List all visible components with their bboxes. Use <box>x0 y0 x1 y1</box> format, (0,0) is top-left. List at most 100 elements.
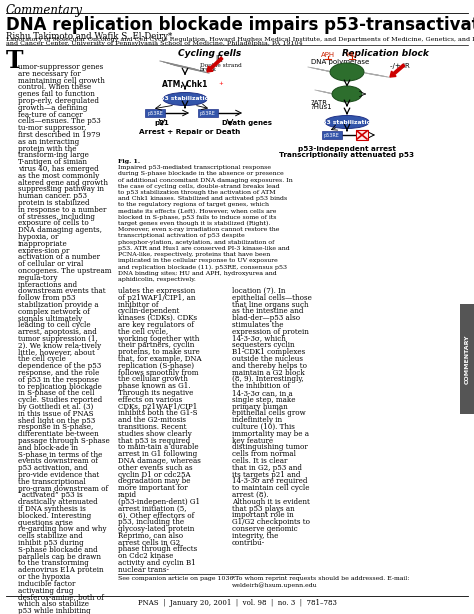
Text: 6). Other effectors of: 6). Other effectors of <box>118 511 194 519</box>
Text: ATM, Chk1: ATM, Chk1 <box>162 80 208 89</box>
Text: inhibits both the G1-S: inhibits both the G1-S <box>118 410 198 418</box>
Text: of cellular or viral: of cellular or viral <box>18 260 83 268</box>
Text: hypoxia, or: hypoxia, or <box>18 233 58 241</box>
Text: little, however, about: little, however, about <box>18 349 95 357</box>
Text: cells stabilize and: cells stabilize and <box>18 532 83 540</box>
Text: epithelial cells grow: epithelial cells grow <box>232 410 306 418</box>
Text: events downstream of: events downstream of <box>18 457 98 465</box>
Text: p53 activation, and: p53 activation, and <box>18 464 88 472</box>
Text: expression of protein: expression of protein <box>232 328 309 336</box>
Text: cyclin-dependent: cyclin-dependent <box>118 308 181 316</box>
FancyArrow shape <box>207 57 223 72</box>
Text: primary human: primary human <box>232 403 288 411</box>
Text: of additional concomitant DNA damaging exposures. In: of additional concomitant DNA damaging e… <box>118 177 293 182</box>
FancyBboxPatch shape <box>322 131 342 139</box>
Text: DNA binding sites; HU and APH, hydroxyurea and: DNA binding sites; HU and APH, hydroxyur… <box>118 271 277 276</box>
Text: ?ATR: ?ATR <box>310 100 327 106</box>
Text: important role in: important role in <box>232 511 294 519</box>
Text: control. When these: control. When these <box>18 84 91 91</box>
Text: response, and the role: response, and the role <box>18 369 100 377</box>
Text: to the transforming: to the transforming <box>18 559 89 567</box>
Text: “activated” p53 is: “activated” p53 is <box>18 491 83 499</box>
Text: dependence of the p53: dependence of the p53 <box>18 362 101 370</box>
Text: p53RE: p53RE <box>200 111 216 115</box>
Text: See companion article on page 1036.: See companion article on page 1036. <box>118 576 236 581</box>
Text: signals ultimately: signals ultimately <box>18 314 82 322</box>
Text: which also stabilize: which also stabilize <box>18 600 89 608</box>
Text: or the hypoxia: or the hypoxia <box>18 573 70 581</box>
Text: phase through effects: phase through effects <box>118 545 197 553</box>
Text: *To whom reprint requests should be addressed. E-mail:: *To whom reprint requests should be addr… <box>232 576 410 581</box>
Text: Fig. 1.: Fig. 1. <box>118 159 140 164</box>
Text: their partners, cyclin: their partners, cyclin <box>118 341 194 349</box>
Text: T-antigen of simian: T-antigen of simian <box>18 158 87 166</box>
Text: inhibitor of: inhibitor of <box>118 301 158 309</box>
Text: in S-phase of the cell: in S-phase of the cell <box>18 389 94 397</box>
Text: arrest initiation (5,: arrest initiation (5, <box>118 505 186 513</box>
FancyBboxPatch shape <box>145 109 165 117</box>
Text: by Gottliedi et al. (3): by Gottliedi et al. (3) <box>18 403 93 411</box>
Ellipse shape <box>332 86 362 102</box>
Text: transcriptional activation of p53 despite: transcriptional activation of p53 despit… <box>118 233 245 238</box>
Text: Cycling cells: Cycling cells <box>178 49 242 58</box>
Text: on Cdc2 kinase: on Cdc2 kinase <box>118 552 173 560</box>
Text: (8, 9). Interestingly,: (8, 9). Interestingly, <box>232 375 304 383</box>
Text: phase known as G1.: phase known as G1. <box>118 382 191 391</box>
Text: studies show clearly: studies show clearly <box>118 430 192 438</box>
Text: p53-independent arrest: p53-independent arrest <box>298 146 396 152</box>
Text: immortality may be a: immortality may be a <box>232 430 309 438</box>
Text: Although it is evident: Although it is evident <box>232 498 310 506</box>
Text: protein with the: protein with the <box>18 145 76 153</box>
Text: to maintain cell cycle: to maintain cell cycle <box>232 484 310 492</box>
Text: exposure of cells to: exposure of cells to <box>18 219 89 227</box>
Text: weldeirh@hsum.upenn.edu: weldeirh@hsum.upenn.edu <box>232 582 318 588</box>
Text: transitions. Recent: transitions. Recent <box>118 423 186 431</box>
Ellipse shape <box>163 93 207 106</box>
Text: 14-3-3σ, which: 14-3-3σ, which <box>232 335 286 343</box>
Text: the cellular growth: the cellular growth <box>118 375 188 383</box>
Text: that p53 plays an: that p53 plays an <box>232 505 295 513</box>
Text: as the intestine and: as the intestine and <box>232 308 303 316</box>
Text: and replication blockade (11). p53RE, consensus p53: and replication blockade (11). p53RE, co… <box>118 265 287 270</box>
Text: break: break <box>200 67 217 72</box>
Text: tu-mor suppressor,: tu-mor suppressor, <box>18 124 86 132</box>
Text: genes fail to function: genes fail to function <box>18 90 95 98</box>
Text: 14-3-3σ can, in a: 14-3-3σ can, in a <box>232 389 293 397</box>
Text: DNA polymerase: DNA polymerase <box>311 59 369 65</box>
Text: more important for: more important for <box>118 484 188 492</box>
Text: key feature: key feature <box>232 437 273 445</box>
Text: pro-vide evidence that: pro-vide evidence that <box>18 471 99 479</box>
Text: arrest cells in G2: arrest cells in G2 <box>118 538 180 546</box>
Text: of stresses, including: of stresses, including <box>18 212 95 220</box>
Text: P53 stabilization: P53 stabilization <box>156 96 214 101</box>
Text: downstream events that: downstream events that <box>18 287 106 295</box>
Text: PCNA-like, respectively, proteins that have been: PCNA-like, respectively, proteins that h… <box>118 252 270 257</box>
Ellipse shape <box>330 63 364 81</box>
Text: that line organs such: that line organs such <box>232 301 309 309</box>
Text: prop-erly, deregulated: prop-erly, deregulated <box>18 97 99 105</box>
Text: p21: p21 <box>155 120 169 126</box>
Text: single step, make: single step, make <box>232 396 295 404</box>
Ellipse shape <box>325 115 369 128</box>
Text: fea-ture of cancer: fea-ture of cancer <box>18 111 82 119</box>
Text: if DNA synthesis is: if DNA synthesis is <box>18 505 86 513</box>
Text: arrest (8).: arrest (8). <box>232 491 268 508</box>
Text: cells from normal: cells from normal <box>232 450 296 458</box>
Text: Moreover, even x-ray irradiation cannot restore the: Moreover, even x-ray irradiation cannot … <box>118 227 279 232</box>
Text: suppressing pathway in: suppressing pathway in <box>18 185 104 193</box>
Text: to the regulatory regions of target genes, which: to the regulatory regions of target gene… <box>118 203 269 208</box>
Text: T: T <box>6 49 24 73</box>
Text: p53RE: p53RE <box>148 111 164 115</box>
Text: cyclin D1 or cdc25A: cyclin D1 or cdc25A <box>118 470 191 478</box>
Text: questions arise: questions arise <box>18 519 73 527</box>
Text: the case of cycling cells, double-strand breaks lead: the case of cycling cells, double-strand… <box>118 184 280 188</box>
Text: 2). We know rela-tively: 2). We know rela-tively <box>18 342 101 350</box>
Text: in this issue of PNAS: in this issue of PNAS <box>18 410 93 418</box>
Text: desferox-amine, both of: desferox-amine, both of <box>18 593 104 601</box>
Text: epithelial cells—those: epithelial cells—those <box>232 294 312 302</box>
Text: its targets p21 and: its targets p21 and <box>232 470 301 478</box>
Bar <box>460 304 474 414</box>
Text: blad-der—p53 also: blad-der—p53 also <box>232 314 300 322</box>
Text: PNAS  |  January 20, 2001  |  vol. 98  |  no. 3  |  781–783: PNAS | January 20, 2001 | vol. 98 | no. … <box>137 599 337 607</box>
Text: and Chk1 kinases. Stabilized and activated p53 binds: and Chk1 kinases. Stabilized and activat… <box>118 196 287 201</box>
